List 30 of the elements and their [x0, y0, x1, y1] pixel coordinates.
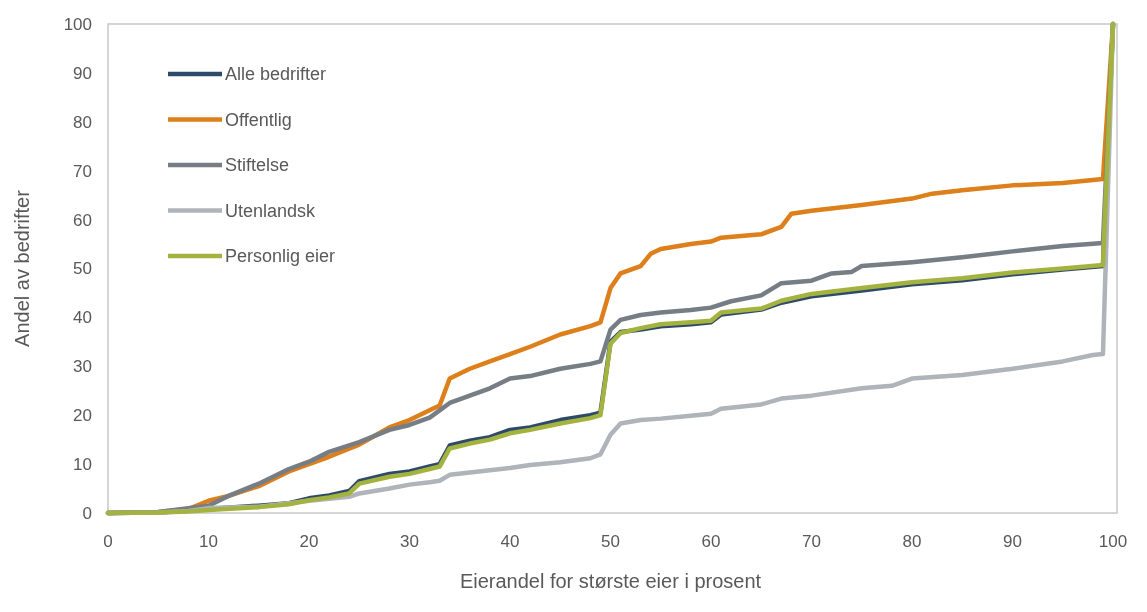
y-tick-label: 90 [73, 63, 92, 83]
y-tick-label: 70 [73, 161, 92, 181]
y-axis-title: Andel av bedrifter [11, 189, 33, 347]
legend-label: Offentlig [225, 109, 292, 130]
x-tick-label: 80 [902, 532, 922, 551]
x-tick-label: 40 [500, 532, 520, 551]
x-axis-title: Eierandel for største eier i prosent [459, 570, 762, 592]
legend-label: Personlig eier [225, 246, 336, 267]
y-tick-label: 80 [73, 112, 92, 132]
y-tick-label: 20 [73, 406, 92, 426]
x-tick-label: 10 [199, 532, 218, 551]
x-tick-label: 30 [400, 532, 419, 551]
line-series [105, 21, 1116, 516]
x-tick-label: 100 [1098, 532, 1128, 551]
x-tick-label: 20 [299, 532, 319, 551]
legend-label: Utenlandsk [225, 200, 317, 221]
x-tick-label: 70 [802, 532, 821, 551]
y-tick-label: 50 [73, 259, 92, 279]
y-tick-label: 60 [73, 210, 92, 230]
x-tick-label: 60 [701, 532, 721, 551]
x-tick-label: 90 [1003, 532, 1022, 551]
y-tick-label: 100 [63, 14, 92, 34]
legend-label: Stiftelse [225, 155, 290, 176]
y-tick-label: 30 [73, 357, 92, 377]
legend-label: Alle bedrifter [225, 64, 327, 85]
y-tick-label: 0 [82, 503, 92, 523]
x-tick-label: 50 [601, 532, 620, 551]
x-tick-label: 0 [103, 532, 113, 551]
y-tick-label: 40 [73, 308, 92, 328]
y-tick-label: 10 [73, 455, 92, 475]
